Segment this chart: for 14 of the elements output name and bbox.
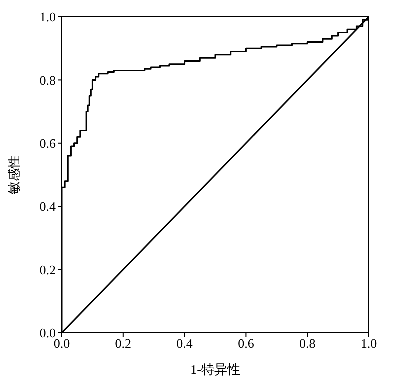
x-tick-label: 0.6 bbox=[238, 336, 255, 352]
x-tick-label: 0.8 bbox=[299, 336, 316, 352]
y-tick-label: 0.8 bbox=[40, 72, 56, 88]
y-tick-label: 0.0 bbox=[40, 326, 56, 341]
x-tick-label: 0.0 bbox=[54, 336, 70, 352]
y-tick-label: 0.6 bbox=[40, 136, 56, 152]
y-tick-label: 1.0 bbox=[40, 10, 56, 25]
x-axis-title: 1-特异性 bbox=[190, 362, 240, 377]
y-tick-label: 0.2 bbox=[40, 262, 56, 278]
x-tick-label: 1.0 bbox=[360, 336, 378, 352]
y-axis-title: 敏感性 bbox=[6, 156, 22, 194]
y-tick-label: 0.4 bbox=[40, 199, 56, 214]
x-tick-label: 0.4 bbox=[176, 336, 194, 352]
x-tick-label: 0.2 bbox=[115, 336, 132, 352]
